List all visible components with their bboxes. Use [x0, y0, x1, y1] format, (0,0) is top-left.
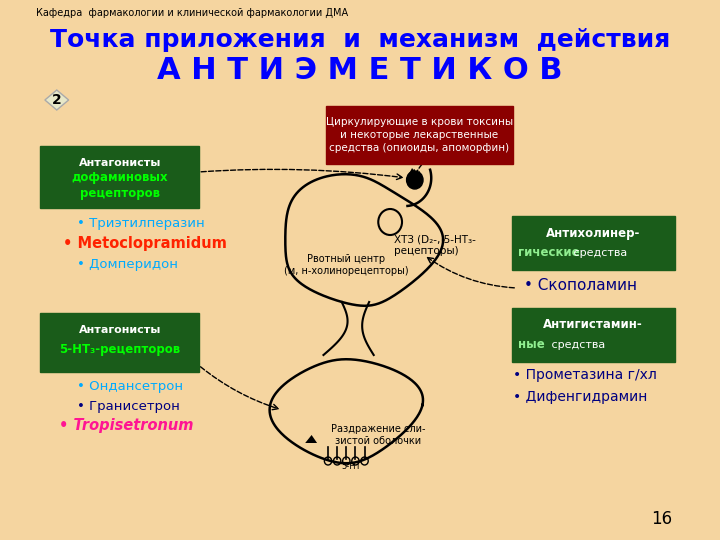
- Text: гические: гические: [518, 246, 580, 260]
- Text: средства: средства: [570, 248, 627, 258]
- Text: • Триэтилперазин: • Триэтилперазин: [77, 217, 204, 230]
- Text: Антагонисты: Антагонисты: [78, 158, 161, 168]
- Text: 2: 2: [52, 93, 62, 107]
- Text: 5-НТ: 5-НТ: [341, 462, 361, 471]
- Circle shape: [407, 171, 423, 189]
- Text: Точка приложения  и  механизм  действия: Точка приложения и механизм действия: [50, 28, 670, 52]
- Text: • Прометазина г/хл: • Прометазина г/хл: [513, 368, 657, 382]
- Text: • Tropisetronum: • Tropisetronum: [58, 418, 193, 433]
- Text: • Metoclopramidum: • Metoclopramidum: [63, 236, 227, 251]
- Text: Циркулирующие в крови токсины
и некоторые лекарственные
средства (опиоиды, апомо: Циркулирующие в крови токсины и некоторы…: [326, 117, 513, 153]
- FancyBboxPatch shape: [512, 216, 675, 270]
- Text: Антихолинер-: Антихолинер-: [546, 226, 640, 240]
- FancyBboxPatch shape: [40, 146, 199, 208]
- Polygon shape: [45, 90, 68, 110]
- Text: 5-НТ₃-рецепторов: 5-НТ₃-рецепторов: [59, 343, 180, 356]
- Text: 16: 16: [651, 510, 672, 528]
- Text: • Скополамин: • Скополамин: [524, 278, 637, 293]
- Text: • Дифенгидрамин: • Дифенгидрамин: [513, 390, 648, 404]
- Text: А Н Т И Э М Е Т И К О В: А Н Т И Э М Е Т И К О В: [157, 56, 563, 85]
- FancyBboxPatch shape: [40, 313, 199, 372]
- Text: • Домперидон: • Домперидон: [77, 258, 178, 271]
- Text: дофаминовых
рецепторов: дофаминовых рецепторов: [71, 171, 168, 199]
- FancyBboxPatch shape: [512, 308, 675, 362]
- Polygon shape: [407, 168, 419, 178]
- Text: Кафедра  фармакологии и клинической фармакологии ДМА: Кафедра фармакологии и клинической фарма…: [36, 8, 348, 18]
- Text: ные: ные: [518, 339, 545, 352]
- Text: Антагонисты: Антагонисты: [78, 325, 161, 335]
- FancyBboxPatch shape: [326, 106, 513, 164]
- Text: Антигистамин-: Антигистамин-: [543, 319, 643, 332]
- Text: средства: средства: [548, 340, 606, 350]
- Polygon shape: [305, 435, 317, 443]
- Text: ХТЗ (D₂-, 5-НТ₃-
рецепторы): ХТЗ (D₂-, 5-НТ₃- рецепторы): [394, 234, 476, 256]
- Text: Раздражение сли-
зистой оболочки: Раздражение сли- зистой оболочки: [331, 424, 426, 446]
- Text: Рвотный центр
(м, н-холинорецепторы): Рвотный центр (м, н-холинорецепторы): [284, 254, 409, 276]
- Text: • Ондансетрон: • Ондансетрон: [77, 380, 183, 393]
- Text: • Гранисетрон: • Гранисетрон: [77, 400, 180, 413]
